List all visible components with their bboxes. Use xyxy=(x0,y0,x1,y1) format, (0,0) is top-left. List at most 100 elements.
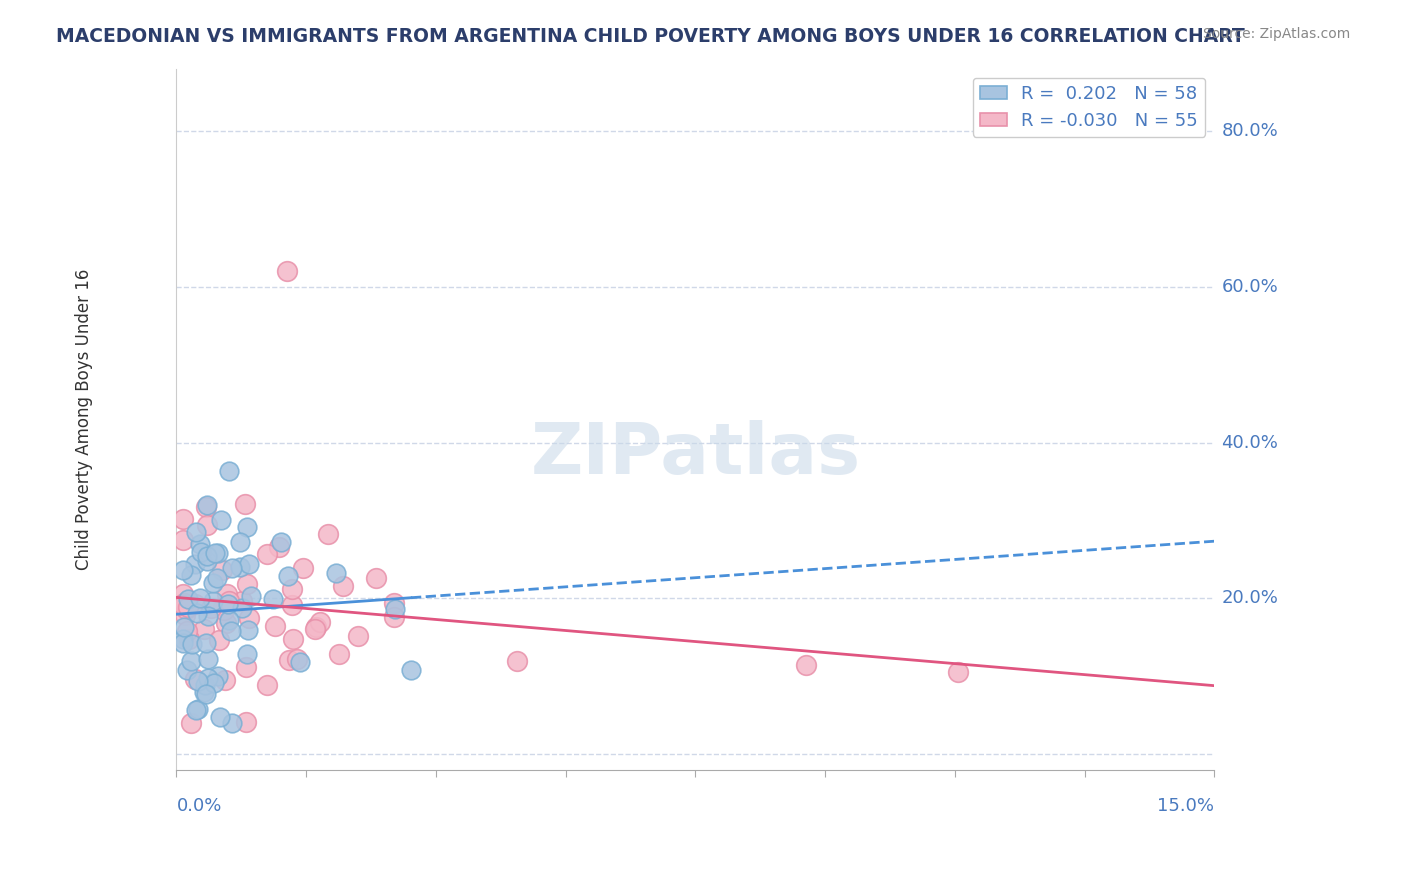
Point xyxy=(256,678,278,692)
Point xyxy=(277,569,299,583)
Point xyxy=(267,540,290,554)
Point xyxy=(172,598,194,612)
Text: 20.0%: 20.0% xyxy=(1222,590,1278,607)
Text: 80.0%: 80.0% xyxy=(1222,122,1278,140)
Point xyxy=(256,548,278,562)
Point xyxy=(172,512,194,526)
Text: 40.0%: 40.0% xyxy=(1222,434,1278,451)
Point xyxy=(180,654,202,668)
Point xyxy=(948,665,970,680)
Point xyxy=(236,576,259,591)
Point xyxy=(221,561,243,575)
Point xyxy=(197,609,219,624)
Point xyxy=(291,561,314,575)
Point xyxy=(195,499,218,513)
Text: ZIPatlas: ZIPatlas xyxy=(530,420,860,489)
Point xyxy=(264,619,287,633)
Point xyxy=(173,533,195,547)
Point xyxy=(184,524,207,539)
Text: 15.0%: 15.0% xyxy=(1157,797,1215,815)
Point xyxy=(205,571,228,585)
Point xyxy=(214,673,236,687)
Point xyxy=(209,513,232,527)
Point xyxy=(236,647,259,661)
Point xyxy=(384,596,406,610)
Point xyxy=(186,703,208,717)
Point xyxy=(276,264,298,278)
Point xyxy=(197,652,219,666)
Point xyxy=(262,591,284,606)
Text: 0.0%: 0.0% xyxy=(176,797,222,815)
Point xyxy=(208,632,231,647)
Point xyxy=(193,678,215,692)
Text: MACEDONIAN VS IMMIGRANTS FROM ARGENTINA CHILD POVERTY AMONG BOYS UNDER 16 CORREL: MACEDONIAN VS IMMIGRANTS FROM ARGENTINA … xyxy=(56,27,1244,45)
Point xyxy=(236,623,259,637)
Point xyxy=(177,632,200,646)
Point xyxy=(207,546,229,560)
Point xyxy=(195,636,218,650)
Point xyxy=(238,611,260,625)
Legend: R =  0.202   N = 58, R = -0.030   N = 55: R = 0.202 N = 58, R = -0.030 N = 55 xyxy=(973,78,1205,137)
Point xyxy=(211,599,233,614)
Point xyxy=(194,500,217,514)
Point xyxy=(285,652,308,666)
Point xyxy=(217,587,239,601)
Point xyxy=(218,465,240,479)
Point xyxy=(200,601,222,615)
Point xyxy=(229,559,252,574)
Point xyxy=(176,663,198,677)
Point xyxy=(332,579,354,593)
Point xyxy=(215,616,238,631)
Text: Child Poverty Among Boys Under 16: Child Poverty Among Boys Under 16 xyxy=(76,268,93,570)
Point xyxy=(195,687,218,701)
Point xyxy=(235,714,257,729)
Point xyxy=(217,597,239,611)
Point xyxy=(172,563,194,577)
Point xyxy=(195,554,218,568)
Point xyxy=(201,593,224,607)
Point xyxy=(506,654,529,668)
Point xyxy=(184,558,207,572)
Point xyxy=(277,653,299,667)
Point xyxy=(197,671,219,685)
Point xyxy=(176,624,198,638)
Point xyxy=(208,710,231,724)
Point xyxy=(794,657,817,672)
Text: 60.0%: 60.0% xyxy=(1222,277,1278,296)
Point xyxy=(204,546,226,560)
Point xyxy=(173,596,195,610)
Point xyxy=(270,535,292,549)
Point xyxy=(328,648,350,662)
Point xyxy=(195,518,218,533)
Point xyxy=(186,674,208,689)
Point xyxy=(172,636,194,650)
Point xyxy=(384,610,406,624)
Point xyxy=(173,620,195,634)
Point xyxy=(281,599,304,613)
Point xyxy=(172,632,194,646)
Point xyxy=(281,582,304,597)
Point xyxy=(236,519,259,533)
Point xyxy=(193,685,215,699)
Point xyxy=(186,606,208,620)
Point xyxy=(180,568,202,582)
Point xyxy=(188,591,211,605)
Point xyxy=(177,599,200,614)
Point xyxy=(201,575,224,590)
Point xyxy=(231,600,253,615)
Point xyxy=(173,608,195,623)
Point xyxy=(304,623,326,637)
Point xyxy=(281,632,304,647)
Point xyxy=(187,702,209,716)
Point xyxy=(218,593,240,607)
Point xyxy=(219,624,242,638)
Point xyxy=(325,566,347,581)
Point xyxy=(231,593,253,607)
Point xyxy=(290,656,312,670)
Point xyxy=(399,664,422,678)
Point xyxy=(221,716,243,731)
Point xyxy=(188,537,211,551)
Point xyxy=(207,669,229,683)
Point xyxy=(172,587,194,601)
Point xyxy=(239,589,262,603)
